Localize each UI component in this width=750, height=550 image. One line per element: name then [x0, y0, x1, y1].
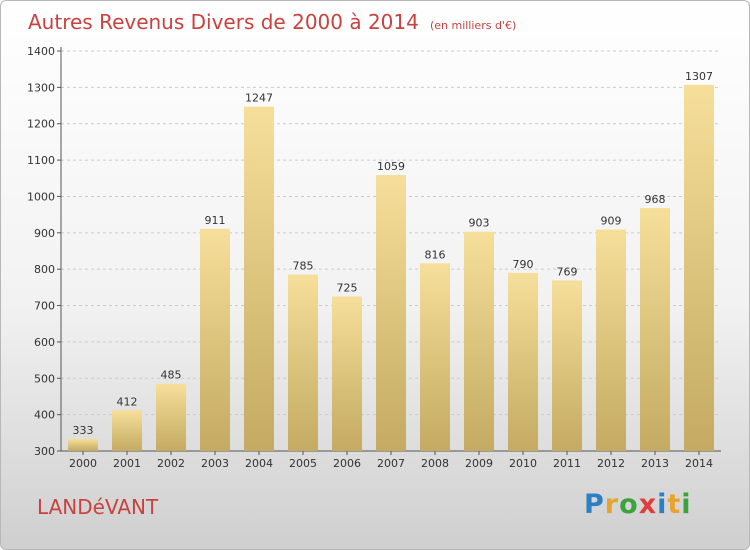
bar-layer — [68, 84, 714, 452]
y-tick-label: 800 — [34, 263, 55, 276]
x-tick-label: 2004 — [245, 457, 273, 470]
x-tick-label: 2002 — [157, 457, 185, 470]
bar-2011 — [552, 280, 582, 451]
y-tick-label: 1000 — [27, 190, 55, 203]
data-label-2013: 968 — [645, 193, 666, 206]
bar-2012 — [596, 229, 626, 451]
x-tick-label: 2009 — [465, 457, 493, 470]
y-tick-label: 500 — [34, 372, 55, 385]
bar-2002 — [156, 383, 186, 451]
logo-letter: x — [638, 489, 658, 520]
chart-title-block: Autres Revenus Divers de 2000 à 2014 (en… — [28, 10, 516, 34]
bar-2013 — [640, 208, 670, 451]
bar-2004 — [244, 106, 274, 452]
logo-letter: t — [667, 489, 682, 520]
chart-title: Autres Revenus Divers de 2000 à 2014 — [28, 10, 419, 34]
data-label-2001: 412 — [117, 395, 138, 408]
logo-letter: P — [584, 489, 605, 520]
proxiti-logo[interactable]: Proxiti — [584, 489, 692, 520]
data-label-2008: 816 — [425, 248, 446, 261]
bar-2000 — [68, 439, 98, 451]
x-tick-label: 2012 — [597, 457, 625, 470]
data-label-2004: 1247 — [245, 92, 273, 105]
data-label-2010: 790 — [513, 258, 534, 271]
bar-2006 — [332, 296, 362, 451]
x-tick-label: 2005 — [289, 457, 317, 470]
y-tick-label: 300 — [34, 445, 55, 458]
bar-2003 — [200, 228, 230, 451]
bar-2010 — [508, 272, 538, 451]
y-tick-label: 400 — [34, 409, 55, 422]
x-tick-label: 2014 — [685, 457, 713, 470]
bar-2001 — [112, 410, 142, 451]
data-label-2009: 903 — [469, 217, 490, 230]
bar-2014 — [684, 84, 714, 452]
data-label-2005: 785 — [293, 260, 314, 273]
logo-letter: r — [604, 489, 620, 520]
logo-letter: o — [619, 489, 639, 520]
y-tick-label: 900 — [34, 227, 55, 240]
y-tick-label: 1100 — [27, 154, 55, 167]
logo-letter: i — [657, 489, 668, 520]
y-tick-label: 1200 — [27, 118, 55, 131]
data-label-2014: 1307 — [685, 70, 713, 83]
label-layer: 333 412 485 911 1247 785 725 1059 816 903 790 769 90… — [73, 70, 714, 437]
chart-subtitle: (en milliers d'€) — [429, 19, 517, 32]
x-tick-label: 2010 — [509, 457, 537, 470]
x-tick-label: 2006 — [333, 457, 361, 470]
x-tick-label: 2008 — [421, 457, 449, 470]
y-tick-label: 1400 — [27, 45, 55, 58]
data-label-2012: 909 — [601, 215, 622, 228]
data-label-2006: 725 — [337, 281, 358, 294]
x-tick-label: 2007 — [377, 457, 405, 470]
bar-2007 — [376, 175, 406, 451]
data-label-2007: 1059 — [377, 160, 405, 173]
data-label-2011: 769 — [557, 265, 578, 278]
logo-letter: i — [681, 489, 692, 520]
x-tick-label: 2011 — [553, 457, 581, 470]
x-tick-label: 2001 — [113, 457, 141, 470]
data-label-2003: 911 — [205, 214, 226, 227]
x-tick-label: 2000 — [69, 457, 97, 470]
y-tick-label: 1300 — [27, 81, 55, 94]
y-tick-label: 700 — [34, 300, 55, 313]
data-label-2002: 485 — [161, 369, 182, 382]
bar-2008 — [420, 263, 450, 451]
x-tick-label: 2003 — [201, 457, 229, 470]
bar-2009 — [464, 231, 494, 451]
x-tick-label: 2013 — [641, 457, 669, 470]
y-tick-label: 600 — [34, 336, 55, 349]
commune-name: LANDéVANT — [37, 495, 159, 519]
bar-2005 — [288, 274, 318, 451]
data-label-2000: 333 — [73, 424, 94, 437]
